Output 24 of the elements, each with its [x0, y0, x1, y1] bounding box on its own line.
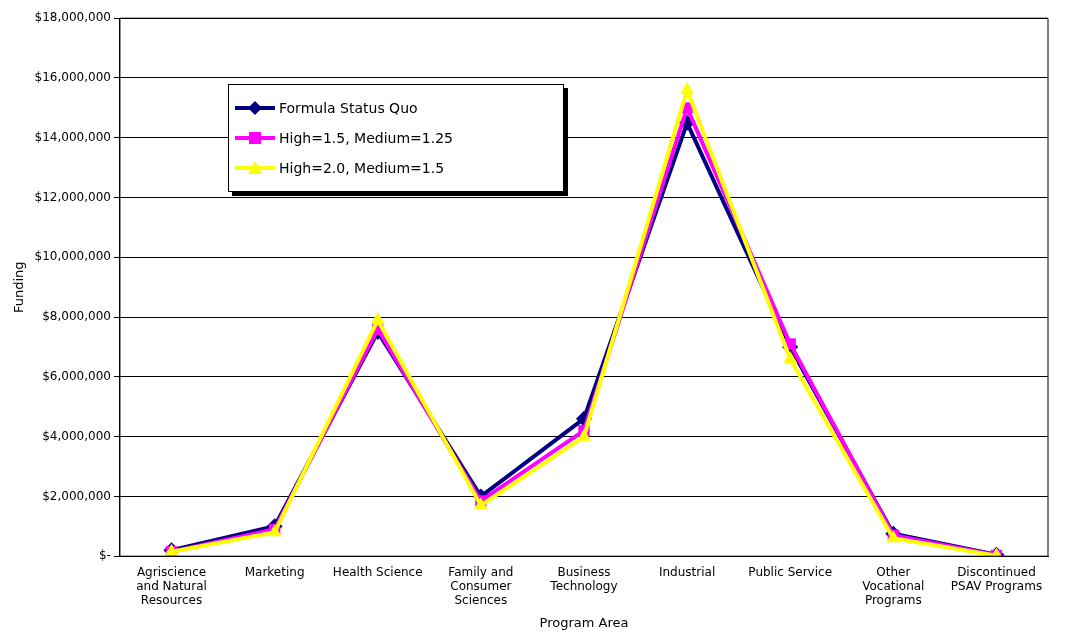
x-tick-label: Other Vocational Programs — [862, 564, 925, 608]
legend-label: Formula Status Quo — [279, 100, 418, 116]
x-tick-label: Discontinued PSAV Programs — [950, 564, 1043, 593]
y-tick-label: $2,000,000 — [42, 488, 111, 503]
y-tick-label: $6,000,000 — [42, 368, 111, 383]
y-tick-label: $4,000,000 — [42, 428, 111, 443]
x-tick-label: Marketing — [244, 564, 305, 579]
y-tick-label: $18,000,000 — [34, 10, 111, 25]
y-tick-label: $8,000,000 — [42, 309, 111, 324]
x-tick-label: Agriscience and Natural Resources — [136, 564, 207, 608]
legend-label: High=2.0, Medium=1.5 — [279, 160, 445, 176]
y-tick-label: $12,000,000 — [34, 189, 111, 204]
x-tick-label: Industrial — [658, 564, 716, 579]
x-tick-label: Health Science — [332, 564, 423, 579]
y-tick-label: $14,000,000 — [34, 129, 111, 144]
x-tick-label: Business Technology — [549, 564, 618, 593]
legend-label: High=1.5, Medium=1.25 — [279, 130, 453, 146]
x-axis-title: Program Area — [539, 614, 629, 630]
y-tick-label: $16,000,000 — [34, 70, 111, 85]
y-tick-label: $- — [98, 548, 111, 563]
x-tick-label: Family and Consumer Sciences — [448, 564, 514, 608]
y-tick-label: $10,000,000 — [34, 249, 111, 264]
y-axis-title: Funding — [11, 261, 27, 313]
x-tick-label: Public Service — [748, 564, 833, 579]
